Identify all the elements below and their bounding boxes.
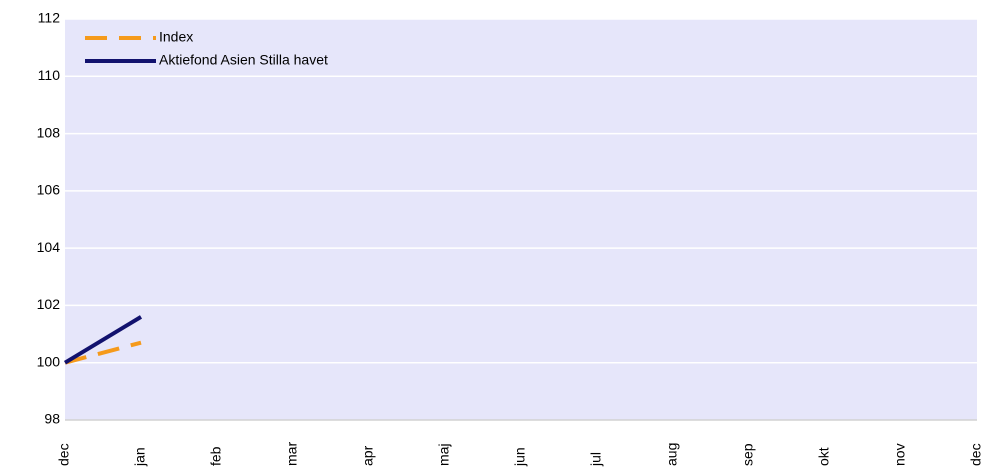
y-tick-label: 106 <box>37 182 61 198</box>
legend-label: Index <box>159 29 193 45</box>
y-tick-label: 100 <box>37 353 61 369</box>
x-tick-label: feb <box>208 446 224 466</box>
x-tick-label: nov <box>892 443 908 466</box>
plot-area <box>65 19 977 420</box>
x-tick-label: aug <box>664 443 680 466</box>
y-tick-label: 102 <box>37 296 61 312</box>
x-tick-label: jan <box>132 447 148 467</box>
series-line <box>64 340 142 365</box>
x-tick-label: dec <box>968 443 984 466</box>
x-tick-label: dec <box>56 443 72 466</box>
y-tick-label: 110 <box>38 67 61 83</box>
series-line <box>63 315 143 365</box>
x-tick-label: apr <box>360 445 376 466</box>
x-tick-label: jul <box>588 452 604 467</box>
y-tick-label: 108 <box>37 124 61 140</box>
legend-label: Aktiefond Asien Stilla havet <box>159 52 328 68</box>
y-tick-label: 98 <box>44 411 60 427</box>
x-tick-label: okt <box>816 447 832 466</box>
x-tick-label: mar <box>284 442 300 466</box>
y-tick-label: 104 <box>37 239 61 255</box>
y-tick-label: 112 <box>38 10 61 26</box>
x-tick-label: maj <box>436 443 452 466</box>
x-tick-label: jun <box>512 447 528 467</box>
x-tick-label: sep <box>740 443 756 466</box>
